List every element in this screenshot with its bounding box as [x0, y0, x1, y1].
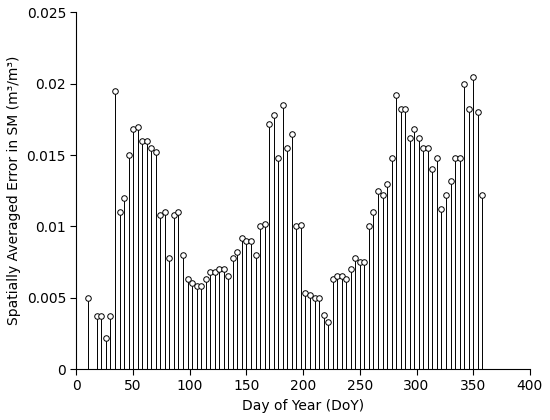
- X-axis label: Day of Year (DoY): Day of Year (DoY): [242, 399, 364, 413]
- Y-axis label: Spatially Averaged Error in SM (m³/m³): Spatially Averaged Error in SM (m³/m³): [7, 56, 21, 326]
